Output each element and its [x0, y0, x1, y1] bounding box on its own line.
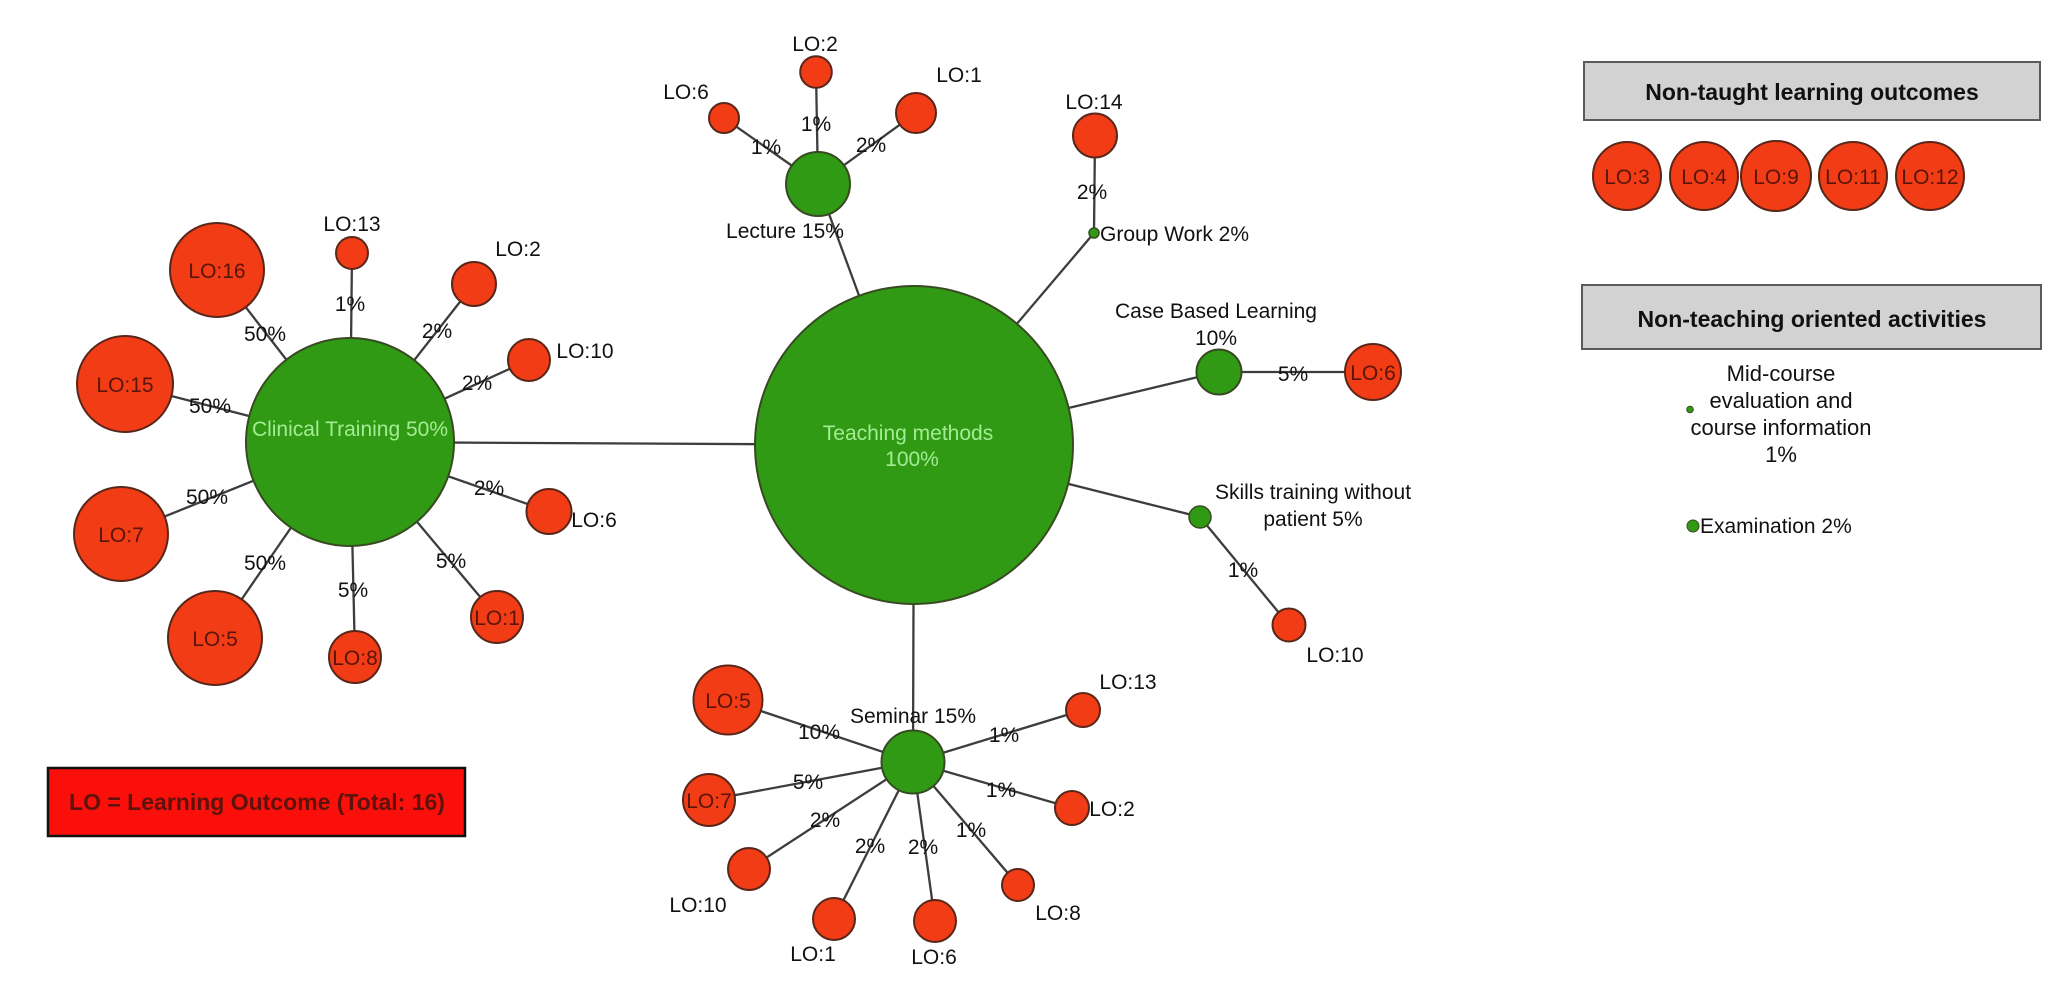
svg-text:Mid-course: Mid-course — [1727, 361, 1836, 386]
svg-text:LO:1: LO:1 — [936, 64, 982, 87]
svg-text:LO:14: LO:14 — [1065, 91, 1123, 114]
svg-text:LO:15: LO:15 — [96, 374, 153, 397]
svg-text:Case Based Learning: Case Based Learning — [1115, 300, 1317, 323]
svg-text:Non-taught learning outcomes: Non-taught learning outcomes — [1645, 79, 1979, 105]
svg-text:LO:6: LO:6 — [911, 946, 957, 969]
svg-text:LO:6: LO:6 — [1350, 362, 1396, 385]
svg-text:10%: 10% — [1195, 327, 1237, 350]
svg-text:LO:3: LO:3 — [1604, 166, 1650, 189]
svg-text:2%: 2% — [422, 320, 452, 343]
svg-text:Group Work 2%: Group Work 2% — [1100, 223, 1249, 246]
svg-text:LO:2: LO:2 — [792, 33, 838, 56]
svg-text:LO:10: LO:10 — [669, 894, 726, 917]
svg-text:LO:8: LO:8 — [332, 647, 378, 670]
svg-text:Non-teaching oriented activiti: Non-teaching oriented activities — [1638, 306, 1987, 332]
svg-text:Teaching methods: Teaching methods — [823, 422, 993, 445]
svg-text:50%: 50% — [244, 323, 286, 346]
svg-text:5%: 5% — [1278, 363, 1308, 386]
svg-text:LO:13: LO:13 — [1099, 671, 1156, 694]
svg-text:2%: 2% — [856, 134, 886, 157]
svg-text:1%: 1% — [335, 293, 365, 316]
svg-text:2%: 2% — [462, 372, 492, 395]
svg-text:LO:16: LO:16 — [188, 260, 245, 283]
svg-text:1%: 1% — [1228, 559, 1258, 582]
svg-text:LO:8: LO:8 — [1035, 902, 1081, 925]
svg-text:50%: 50% — [189, 395, 231, 418]
svg-text:LO:10: LO:10 — [1306, 644, 1363, 667]
svg-text:Lecture 15%: Lecture 15% — [726, 220, 844, 243]
svg-text:LO:11: LO:11 — [1825, 166, 1881, 189]
svg-text:LO:1: LO:1 — [474, 607, 520, 630]
svg-text:LO:5: LO:5 — [705, 690, 751, 713]
svg-text:LO:6: LO:6 — [663, 81, 709, 104]
svg-text:1%: 1% — [801, 113, 831, 136]
svg-text:LO = Learning Outcome (Total:: LO = Learning Outcome (Total: 16) — [69, 789, 445, 815]
svg-text:5%: 5% — [793, 771, 823, 794]
svg-text:LO:7: LO:7 — [98, 524, 144, 547]
svg-text:50%: 50% — [186, 486, 228, 509]
svg-text:1%: 1% — [956, 819, 986, 842]
svg-text:100%: 100% — [885, 448, 939, 471]
svg-text:Seminar 15%: Seminar 15% — [850, 705, 976, 728]
svg-text:LO:10: LO:10 — [556, 340, 613, 363]
svg-text:Clinical Training 50%: Clinical Training 50% — [252, 418, 448, 441]
svg-text:LO:6: LO:6 — [571, 509, 617, 532]
svg-text:5%: 5% — [436, 550, 466, 573]
svg-text:Examination 2%: Examination 2% — [1700, 515, 1852, 538]
svg-text:2%: 2% — [474, 477, 504, 500]
svg-text:LO:2: LO:2 — [495, 238, 541, 261]
svg-text:1%: 1% — [1765, 442, 1797, 467]
svg-text:Skills training without: Skills training without — [1215, 481, 1411, 504]
svg-text:1%: 1% — [986, 779, 1016, 802]
svg-text:2%: 2% — [1077, 181, 1107, 204]
svg-text:LO:1: LO:1 — [790, 943, 836, 966]
svg-text:evaluation and: evaluation and — [1709, 388, 1852, 413]
svg-text:2%: 2% — [855, 835, 885, 858]
svg-text:2%: 2% — [810, 809, 840, 832]
svg-text:2%: 2% — [908, 836, 938, 859]
svg-text:LO:5: LO:5 — [192, 628, 238, 651]
svg-text:LO:2: LO:2 — [1089, 798, 1135, 821]
svg-text:LO:12: LO:12 — [1901, 166, 1958, 189]
svg-text:LO:4: LO:4 — [1681, 166, 1727, 189]
svg-text:1%: 1% — [751, 136, 781, 159]
svg-text:LO:9: LO:9 — [1753, 166, 1799, 189]
svg-text:LO:13: LO:13 — [323, 213, 380, 236]
svg-text:50%: 50% — [244, 552, 286, 575]
svg-text:course information: course information — [1691, 415, 1872, 440]
svg-text:LO:7: LO:7 — [686, 790, 732, 813]
svg-text:5%: 5% — [338, 579, 368, 602]
svg-text:patient 5%: patient 5% — [1263, 508, 1362, 531]
svg-text:1%: 1% — [989, 724, 1019, 747]
svg-text:10%: 10% — [798, 721, 840, 744]
